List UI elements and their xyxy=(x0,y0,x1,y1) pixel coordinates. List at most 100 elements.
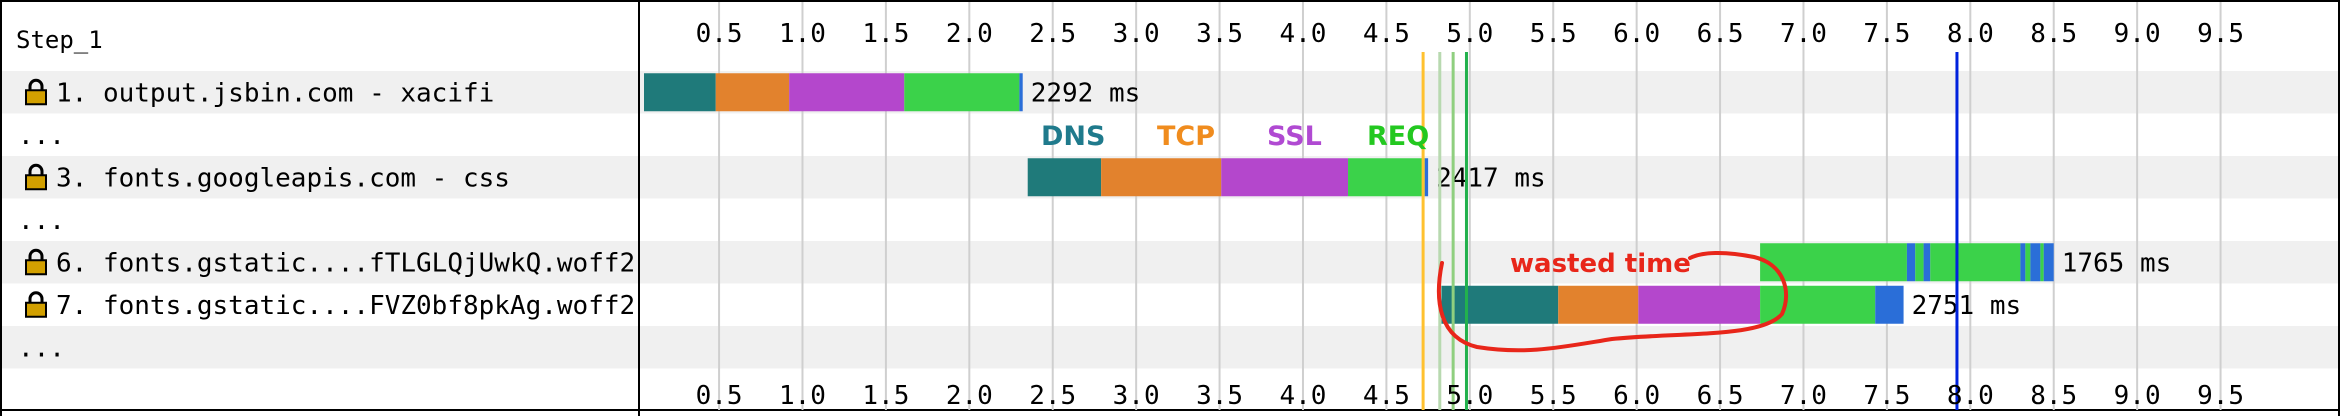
tick-label-top: 3.0 xyxy=(1113,19,1160,49)
bar-segment-tcp xyxy=(1101,158,1222,197)
tick-label-top: 5.0 xyxy=(1446,19,1493,49)
tick-label-bottom: 6.0 xyxy=(1613,381,1660,411)
lock-body xyxy=(25,301,47,318)
legend-label-dns: DNS xyxy=(1041,121,1105,152)
bar-segment-download xyxy=(2030,243,2041,282)
bar-segment-req xyxy=(904,73,1020,112)
tick-label-bottom: 4.5 xyxy=(1363,381,1410,411)
tick-label-top: 4.0 xyxy=(1279,19,1326,49)
tick-label-top: 8.5 xyxy=(2030,19,2077,49)
tick-label-top: 5.5 xyxy=(1530,19,1577,49)
bar-segment-download xyxy=(1906,243,1916,282)
lock-shackle xyxy=(28,78,44,91)
tick-label-bottom: 5.5 xyxy=(1530,381,1577,411)
bar-segment-req xyxy=(1760,243,1907,282)
lock-shackle xyxy=(28,248,44,261)
annotation-text: wasted time xyxy=(1510,249,1691,279)
tick-label-bottom: 9.5 xyxy=(2197,381,2244,411)
tick-label-top: 9.5 xyxy=(2197,19,2244,49)
row-background xyxy=(2,326,2338,369)
bar-segment-req xyxy=(1348,158,1425,197)
tick-label-top: 1.5 xyxy=(862,19,909,49)
lock-icon xyxy=(25,78,47,106)
tick-label-bottom: 2.5 xyxy=(1029,381,1076,411)
bar-segment-dns xyxy=(1441,285,1559,324)
duration-label: 2292 ms xyxy=(1031,78,1141,108)
row-label: 1. output.jsbin.com - xacifi xyxy=(56,78,494,108)
tick-label-bottom: 3.0 xyxy=(1113,381,1160,411)
tick-label-bottom: 0.5 xyxy=(696,381,743,411)
tick-label-top: 6.5 xyxy=(1697,19,1744,49)
bar-segment-req xyxy=(2040,243,2044,282)
lock-body xyxy=(25,259,47,276)
duration-label: 2751 ms xyxy=(1912,291,2022,321)
lock-shackle xyxy=(28,163,44,176)
bar-segment-ssl xyxy=(1221,158,1349,197)
row-label: ... xyxy=(18,121,65,151)
lock-body xyxy=(25,174,47,191)
tick-label-bottom: 9.0 xyxy=(2114,381,2161,411)
tick-label-top: 8.0 xyxy=(1947,19,1994,49)
bar-segment-download xyxy=(1424,158,1429,197)
tick-label-top: 6.0 xyxy=(1613,19,1660,49)
duration-label: 1765 ms xyxy=(2062,248,2172,278)
phase-legend: DNS TCP SSL REQ xyxy=(1041,121,1429,152)
lock-shackle xyxy=(28,291,44,303)
tick-label-bottom: 3.5 xyxy=(1196,381,1243,411)
legend-label-tcp: TCP xyxy=(1157,121,1215,152)
tick-label-bottom: 8.5 xyxy=(2030,381,2077,411)
row-labels: 1. output.jsbin.com - xacifi... 3. fonts.… xyxy=(18,78,635,363)
tick-label-bottom: 1.5 xyxy=(862,381,909,411)
tick-label-top: 0.5 xyxy=(696,19,743,49)
bar-segment-ssl xyxy=(789,73,905,112)
tick-label-bottom: 1.0 xyxy=(779,381,826,411)
bar-segment-req xyxy=(2025,243,2031,282)
bar-segment-download xyxy=(1923,243,1931,282)
bar-segment-req xyxy=(1930,243,2021,282)
tick-label-bottom: 2.0 xyxy=(946,381,993,411)
bar-segment-dns xyxy=(1027,158,1102,197)
bar-segment-download xyxy=(2043,243,2054,282)
tick-label-top: 3.5 xyxy=(1196,19,1243,49)
event-markers xyxy=(1421,52,1959,410)
tick-label-bottom: 5.0 xyxy=(1446,381,1493,411)
bar-segment-req xyxy=(1915,243,1924,282)
bar-segment-download xyxy=(2020,243,2026,282)
bar-segment-ssl xyxy=(1638,285,1761,324)
lock-icon xyxy=(25,248,47,276)
tick-label-bottom: 7.5 xyxy=(1863,381,1910,411)
tick-label-bottom: 4.0 xyxy=(1279,381,1326,411)
tick-label-top: 1.0 xyxy=(779,19,826,49)
tick-label-top: 7.0 xyxy=(1780,19,1827,49)
row-label: 7. fonts.gstatic....FVZ0bf8pkAg.woff2 xyxy=(56,291,635,321)
gridlines xyxy=(718,2,2222,410)
bottom-axis: 0.5 1.0 1.5 2.0 2.5 3.0 3.5 4.0 4.5 5.0 5.5 6.0 6.5 7… xyxy=(696,381,2244,411)
tick-label-bottom: 8.0 xyxy=(1947,381,1994,411)
wasted-time-annotation: wasted time xyxy=(1436,249,1789,353)
legend-label-ssl: SSL xyxy=(1267,121,1322,152)
tick-label-top: 9.0 xyxy=(2114,19,2161,49)
step-label: Step_1 xyxy=(16,26,103,54)
lock-icon xyxy=(25,291,47,318)
row-label: ... xyxy=(18,333,65,363)
tick-label-bottom: 6.5 xyxy=(1697,381,1744,411)
lock-icon xyxy=(25,163,47,191)
lock-body xyxy=(25,89,47,106)
legend-label-req: REQ xyxy=(1367,121,1429,152)
row-label: ... xyxy=(18,206,65,236)
row-label: 3. fonts.googleapis.com - css xyxy=(56,163,510,193)
row-label: 6. fonts.gstatic....fTLGLQjUwkQ.woff2 xyxy=(56,248,635,278)
tick-label-top: 2.0 xyxy=(946,19,993,49)
bar-segment-dns xyxy=(644,73,716,112)
bar-segment-tcp xyxy=(1558,285,1639,324)
row-backgrounds xyxy=(2,71,2338,369)
tick-label-top: 7.5 xyxy=(1863,19,1910,49)
tick-label-top: 2.5 xyxy=(1029,19,1076,49)
bar-segment-download xyxy=(1019,73,1023,112)
bar-segment-download xyxy=(1875,285,1904,324)
bar-segment-tcp xyxy=(715,73,790,112)
row-background xyxy=(2,71,2338,114)
